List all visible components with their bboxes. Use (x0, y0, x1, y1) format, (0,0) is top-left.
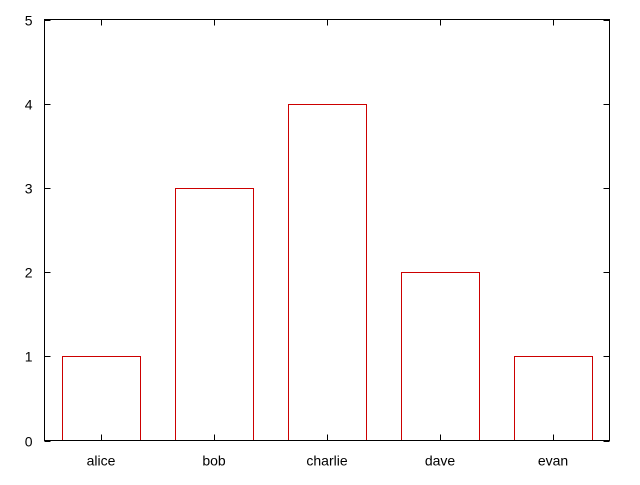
y-tick-label: 5 (25, 13, 33, 29)
y-tick-label: 3 (25, 181, 33, 197)
tick-marks (44, 19, 610, 442)
bar-dave (401, 272, 480, 441)
x-tick-labels: alice bob charlie dave evan (87, 453, 569, 469)
x-tick-label: bob (202, 453, 226, 469)
bar-evan (514, 356, 593, 441)
plot-frame (44, 19, 610, 441)
y-tick-label: 4 (25, 97, 33, 113)
bar-charlie (288, 104, 367, 441)
x-tick-label: evan (538, 453, 568, 469)
x-tick-label: alice (87, 453, 116, 469)
y-tick-label: 0 (25, 434, 33, 450)
bar-bob (175, 188, 254, 441)
bars (62, 104, 593, 441)
y-tick-label: 2 (25, 265, 33, 281)
x-tick-label: dave (425, 453, 456, 469)
y-tick-label: 1 (25, 349, 33, 365)
y-tick-labels: 0 1 2 3 4 5 (25, 13, 33, 450)
bar-alice (62, 356, 141, 441)
x-tick-label: charlie (306, 453, 347, 469)
